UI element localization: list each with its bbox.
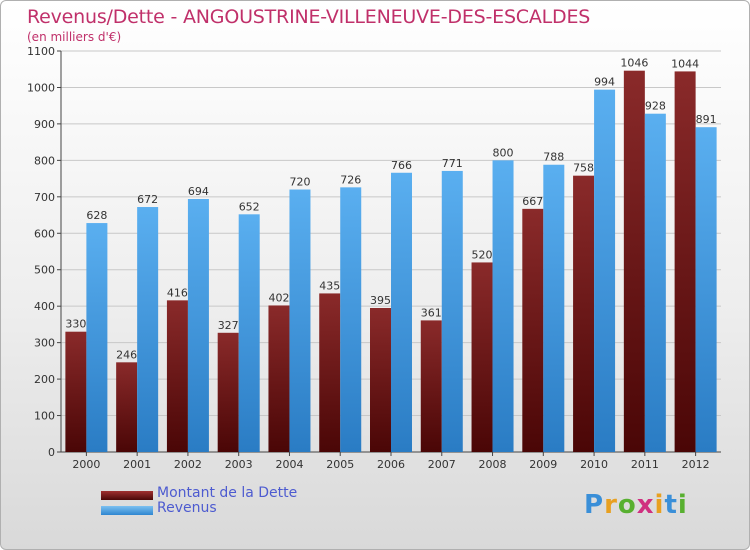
- data-label-revenue: 891: [696, 113, 717, 126]
- data-label-revenue: 652: [239, 200, 260, 213]
- data-label-revenue: 766: [391, 159, 412, 172]
- bar-revenue: [238, 214, 260, 452]
- bar-debt: [65, 331, 87, 452]
- x-tick-label: 2004: [275, 458, 303, 471]
- bar-debt: [116, 362, 138, 452]
- bar-debt: [623, 70, 645, 452]
- x-tick-label: 2001: [123, 458, 151, 471]
- logo-letter: x: [636, 490, 655, 520]
- y-tick-label: 600: [34, 227, 55, 240]
- x-tick-label: 2005: [326, 458, 354, 471]
- data-label-debt: 435: [319, 279, 340, 292]
- x-tick-label: 2000: [72, 458, 100, 471]
- bar-debt: [674, 71, 696, 452]
- data-label-debt: 330: [65, 318, 86, 331]
- bar-debt: [319, 293, 341, 452]
- bar-debt: [268, 305, 290, 452]
- bar-debt: [471, 262, 493, 452]
- y-tick-label: 500: [34, 264, 55, 277]
- legend-label-debt: Montant de la Dette: [157, 485, 298, 501]
- y-tick-label: 300: [34, 337, 55, 350]
- x-tick-label: 2003: [225, 458, 253, 471]
- bar-revenue: [594, 89, 616, 452]
- data-label-revenue: 800: [493, 146, 514, 159]
- bar-revenue: [441, 170, 463, 452]
- bar-revenue: [695, 127, 717, 452]
- logo-letter: i: [677, 490, 688, 520]
- bar-revenue: [187, 199, 209, 452]
- bar-revenue: [492, 160, 514, 452]
- data-label-debt: 416: [167, 286, 188, 299]
- data-label-revenue: 771: [442, 157, 463, 170]
- bar-revenue: [391, 172, 412, 452]
- y-tick-label: 900: [34, 118, 55, 131]
- data-label-debt: 395: [370, 294, 391, 307]
- y-tick-label: 800: [34, 154, 55, 167]
- x-tick-label: 2006: [377, 458, 405, 471]
- data-label-debt: 667: [522, 195, 543, 208]
- data-label-debt: 327: [218, 319, 239, 332]
- bar-debt: [166, 300, 188, 452]
- bar-debt: [420, 320, 442, 452]
- logo-letter: P: [584, 490, 605, 520]
- bar-debt: [370, 308, 391, 452]
- legend-label-revenue: Revenus: [157, 500, 217, 516]
- data-label-revenue: 928: [645, 100, 666, 113]
- x-tick-label: 2011: [631, 458, 659, 471]
- x-tick-label: 2002: [174, 458, 202, 471]
- y-tick-label: 1000: [27, 81, 55, 94]
- x-tick-label: 2012: [682, 458, 710, 471]
- logo-letter: r: [604, 490, 618, 520]
- data-label-revenue: 726: [340, 173, 361, 186]
- y-tick-label: 100: [34, 410, 55, 423]
- bar-revenue: [86, 223, 108, 452]
- data-label-debt: 1044: [671, 57, 699, 70]
- data-label-revenue: 672: [137, 193, 158, 206]
- data-label-debt: 246: [116, 348, 137, 361]
- logo-letter: t: [664, 490, 678, 520]
- bar-revenue: [644, 113, 666, 453]
- y-tick-label: 400: [34, 300, 55, 313]
- data-label-debt: 361: [421, 306, 442, 319]
- legend-swatch-debt: [101, 491, 153, 500]
- bar-revenue: [543, 164, 565, 453]
- data-label-revenue: 720: [289, 176, 310, 189]
- x-tick-label: 2008: [479, 458, 507, 471]
- y-tick-label: 1100: [27, 45, 55, 58]
- y-tick-label: 700: [34, 191, 55, 204]
- data-label-debt: 402: [268, 291, 289, 304]
- data-label-revenue: 694: [188, 185, 209, 198]
- logo-letter: o: [617, 490, 637, 520]
- chart-subtitle: (en milliers d'€): [27, 30, 122, 44]
- proxiti-logo: Proxiti: [584, 490, 688, 520]
- data-label-debt: 520: [472, 248, 493, 261]
- legend-swatch-revenue: [101, 506, 153, 515]
- y-tick-label: 200: [34, 373, 55, 386]
- data-label-revenue: 788: [543, 151, 564, 164]
- chart-title: Revenus/Dette - ANGOUSTRINE-VILLENEUVE-D…: [27, 6, 591, 28]
- bar-debt: [522, 208, 544, 452]
- bar-revenue: [340, 187, 362, 452]
- bar-debt: [217, 332, 239, 452]
- data-label-revenue: 628: [86, 209, 107, 222]
- data-label-debt: 1046: [620, 57, 648, 70]
- data-label-revenue: 994: [594, 76, 615, 89]
- data-label-debt: 758: [573, 162, 594, 175]
- x-tick-label: 2009: [529, 458, 557, 471]
- bar-debt: [573, 175, 595, 452]
- x-tick-label: 2007: [428, 458, 456, 471]
- bar-revenue: [289, 189, 311, 452]
- bar-revenue: [137, 207, 159, 452]
- y-tick-label: 0: [48, 446, 55, 459]
- x-tick-label: 2010: [580, 458, 608, 471]
- logo-letter: i: [654, 490, 665, 520]
